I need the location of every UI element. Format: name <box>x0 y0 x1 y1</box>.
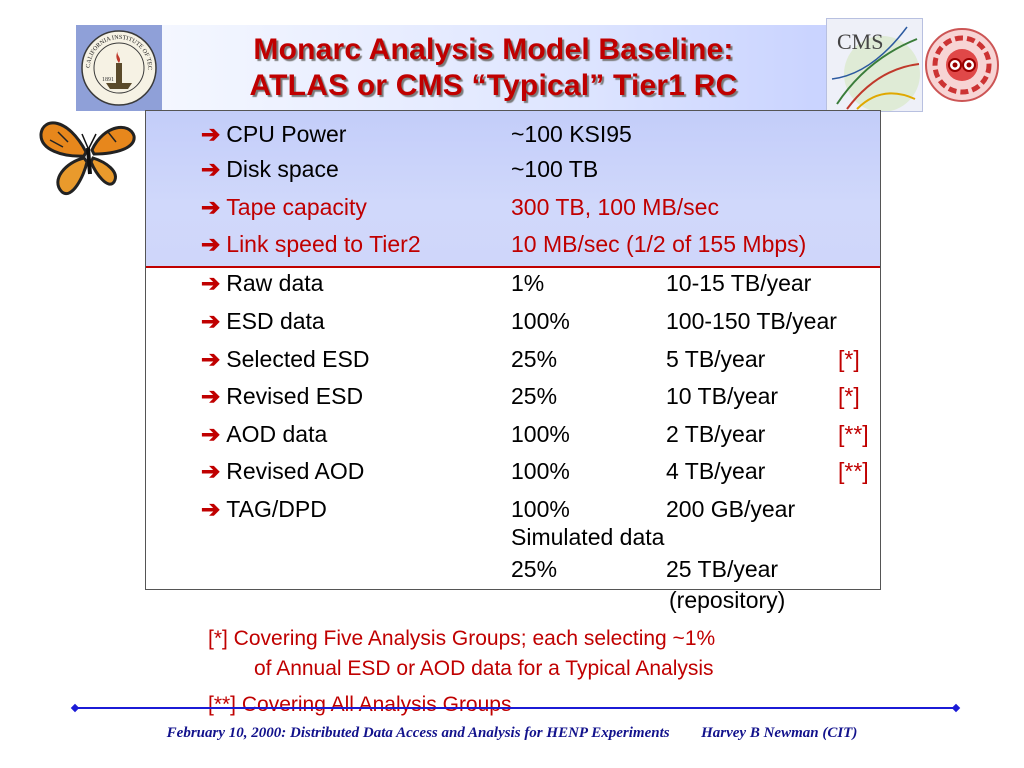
row-value: ~100 TB <box>511 156 599 182</box>
simulated-volume: 25 TB/year <box>666 556 779 582</box>
row-label: Raw data <box>226 270 324 296</box>
arrow-icon: ➔ <box>201 421 221 447</box>
row-volume: 2 TB/year <box>666 421 766 447</box>
row-label: AOD data <box>226 421 328 447</box>
row-volume: 10 TB/year <box>666 383 779 409</box>
arrow-icon: ➔ <box>201 308 221 334</box>
row-footnote-marker: [**] <box>838 421 869 447</box>
row-value: 10 MB/sec (1/2 of 155 Mbps) <box>511 231 807 257</box>
arrow-icon: ➔ <box>201 383 221 409</box>
resource-table: ➔ CPU Power ~100 KSI95 ➔ Disk space ~100 T… <box>145 110 881 590</box>
row-label: Selected ESD <box>226 346 370 372</box>
row-fraction: 25% <box>511 346 558 372</box>
data-section-background <box>146 266 880 589</box>
footer-author: Harvey B Newman (CIT) <box>701 725 858 741</box>
footer-date-topic: February 10, 2000: Distributed Data Acce… <box>166 725 670 741</box>
arrow-icon: ➔ <box>201 270 221 296</box>
cms-logo: CMS <box>826 18 923 112</box>
simulated-repository-note: (repository) <box>669 587 786 613</box>
row-volume: 5 TB/year <box>666 346 766 372</box>
arrow-icon: ➔ <box>201 121 221 147</box>
row-label: Revised AOD <box>226 458 365 484</box>
section-divider <box>146 266 880 268</box>
row-fraction: 100% <box>511 308 570 334</box>
title-bar: Monarc Analysis Model Baseline: ATLAS or… <box>161 25 826 110</box>
caltech-seal-logo: CALIFORNIA INSTITUTE OF TECHNOLOGY 1891 <box>74 20 162 111</box>
detector-logo <box>922 22 1002 108</box>
arrow-icon: ➔ <box>201 231 221 257</box>
footnote-single-star: [*] Covering Five Analysis Groups; each … <box>208 627 716 650</box>
row-footnote-marker: [**] <box>838 458 869 484</box>
row-fraction: 25% <box>511 383 558 409</box>
hardware-section-background <box>146 111 880 266</box>
title-line-2: ATLAS or CMS “Typical” Tier1 RC <box>249 69 738 102</box>
row-footnote-marker: [*] <box>838 346 860 372</box>
row-label: TAG/DPD <box>226 496 327 522</box>
row-value: ~100 KSI95 <box>511 121 632 147</box>
rule-endpoint-left <box>70 703 80 713</box>
row-volume: 100-150 TB/year <box>666 308 837 334</box>
rule-endpoint-right <box>951 703 961 713</box>
row-volume: 10-15 TB/year <box>666 270 812 296</box>
arrow-icon: ➔ <box>201 156 221 182</box>
row-volume: 4 TB/year <box>666 458 766 484</box>
footnote-single-star-cont: of Annual ESD or AOD data for a Typical … <box>254 657 714 680</box>
footer-rule <box>75 707 958 709</box>
row-label: CPU Power <box>226 121 347 147</box>
row-footnote-marker: [*] <box>838 383 860 409</box>
arrow-icon: ➔ <box>201 194 221 220</box>
simulated-fraction: 25% <box>511 556 558 582</box>
caltech-seal-year: 1891 <box>102 77 114 83</box>
row-fraction: 100% <box>511 496 570 522</box>
arrow-icon: ➔ <box>201 496 221 522</box>
footer: February 10, 2000: Distributed Data Acce… <box>0 725 1024 742</box>
row-label: Revised ESD <box>226 383 364 409</box>
row-fraction: 100% <box>511 421 570 447</box>
row-fraction: 1% <box>511 270 545 296</box>
row-label: Link speed to Tier2 <box>226 231 421 257</box>
butterfly-icon <box>38 112 138 202</box>
row-volume: 200 GB/year <box>666 496 796 522</box>
row-label: Disk space <box>226 156 339 182</box>
footnote-double-star: [**] Covering All Analysis Groups <box>208 693 512 716</box>
row-fraction: 100% <box>511 458 570 484</box>
arrow-icon: ➔ <box>201 346 221 372</box>
simulated-heading: Simulated data <box>511 524 665 550</box>
arrow-icon: ➔ <box>201 458 221 484</box>
row-label: ESD data <box>226 308 325 334</box>
row-value: 300 TB, 100 MB/sec <box>511 194 719 220</box>
row-label: Tape capacity <box>226 194 367 220</box>
title-line-1: Monarc Analysis Model Baseline: <box>253 33 734 66</box>
cms-logo-text: CMS <box>837 29 883 54</box>
